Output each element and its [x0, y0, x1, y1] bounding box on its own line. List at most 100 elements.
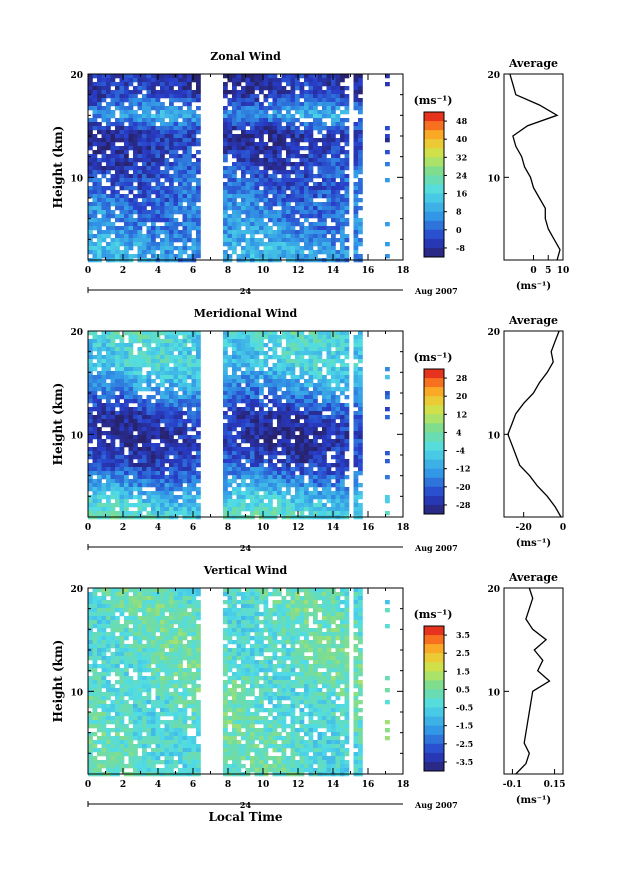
heatmap-cell — [232, 507, 237, 512]
heatmap-cell — [353, 423, 359, 428]
heatmap-cell — [241, 218, 246, 223]
heatmap-cell — [115, 435, 120, 440]
heatmap-cell — [110, 407, 116, 412]
heatmap-cell — [313, 214, 318, 219]
heatmap-cell — [169, 499, 174, 504]
heatmap-cell — [151, 371, 156, 376]
heatmap-cell — [326, 170, 332, 175]
heatmap-cell — [272, 403, 278, 408]
heatmap-cell — [259, 106, 264, 111]
heatmap-cell — [182, 166, 188, 171]
heatmap-cell — [173, 367, 179, 372]
heatmap-cell — [196, 238, 201, 243]
heatmap-cell — [142, 94, 147, 99]
heatmap-cell — [295, 202, 300, 207]
heatmap-cell — [236, 146, 242, 151]
heatmap-cell — [119, 218, 125, 223]
heatmap-cell — [232, 475, 237, 480]
heatmap-cell — [331, 359, 336, 364]
heatmap-cell — [344, 491, 350, 496]
heatmap-cell — [358, 379, 363, 384]
heatmap-cell — [173, 419, 179, 424]
heatmap-cell — [304, 403, 309, 408]
heatmap-cell — [304, 98, 309, 103]
heatmap-cell — [187, 367, 192, 372]
heatmap-cell — [304, 78, 309, 83]
heatmap-cell — [353, 74, 359, 79]
heatmap-cell — [263, 495, 269, 500]
heatmap-cell — [173, 411, 179, 416]
heatmap-cell — [263, 435, 269, 440]
heatmap-cell — [232, 242, 237, 247]
heatmap-cell — [182, 435, 188, 440]
heatmap-cell — [227, 178, 233, 183]
heatmap-cell — [331, 94, 336, 99]
heatmap-cell — [97, 138, 102, 143]
heatmap-cell — [133, 363, 138, 368]
heatmap-cell — [241, 419, 246, 424]
heatmap-cell — [340, 411, 345, 416]
heatmap-cell — [308, 98, 314, 103]
heatmap-cell — [164, 419, 170, 424]
heatmap-cell — [101, 118, 107, 123]
heatmap-cell — [97, 403, 102, 408]
heatmap-cell — [106, 391, 111, 396]
heatmap-cell — [340, 463, 345, 468]
heatmap-cell — [191, 206, 197, 211]
heatmap-cell — [223, 90, 228, 95]
heatmap-cell — [142, 178, 147, 183]
heatmap-cell — [286, 415, 291, 420]
heatmap-cell — [286, 226, 291, 231]
heatmap-cell — [223, 206, 228, 211]
heatmap-cell — [326, 507, 332, 512]
heatmap-cell — [259, 254, 264, 259]
heatmap-cell — [308, 463, 314, 468]
heatmap-cell — [245, 451, 251, 456]
heatmap-cell — [173, 471, 179, 476]
heatmap-cell — [101, 355, 107, 360]
heatmap-cell — [155, 487, 161, 492]
heatmap-cell — [340, 218, 345, 223]
heatmap-cell — [358, 347, 363, 352]
heatmap-cell — [286, 186, 291, 191]
heatmap-cell — [263, 222, 269, 227]
heatmap-cell — [286, 379, 291, 384]
heatmap-cell — [299, 347, 305, 352]
heatmap-cell — [304, 174, 309, 179]
heatmap-cell — [101, 138, 107, 143]
heatmap-cell — [146, 427, 152, 432]
heatmap-cell — [151, 186, 156, 191]
heatmap-cell — [106, 411, 111, 416]
heatmap-cell — [335, 379, 341, 384]
heatmap-cell — [281, 467, 287, 472]
heatmap-cell — [331, 178, 336, 183]
heatmap-cell — [128, 447, 134, 452]
heatmap-cell — [128, 355, 134, 360]
heatmap-cell — [223, 455, 228, 460]
heatmap-cell — [128, 178, 134, 183]
heatmap-cell — [223, 106, 228, 111]
heatmap-cell — [187, 475, 192, 480]
heatmap-cell — [241, 126, 246, 131]
heatmap-cell — [290, 479, 296, 484]
heatmap-cell — [250, 98, 255, 103]
heatmap-cell — [272, 335, 278, 340]
heatmap-cell — [124, 383, 129, 388]
heatmap-cell — [187, 114, 192, 119]
heatmap-cell — [313, 234, 318, 239]
heatmap-cell — [331, 230, 336, 235]
heatmap-cell — [110, 443, 116, 448]
heatmap-cell — [250, 234, 255, 239]
heatmap-cell — [281, 158, 287, 163]
heatmap-cell — [88, 467, 93, 472]
heatmap-cell — [191, 78, 197, 83]
heatmap-cell — [97, 463, 102, 468]
heatmap-cell — [286, 146, 291, 151]
heatmap-cell — [160, 592, 165, 597]
heatmap-cell — [263, 331, 269, 336]
heatmap-cell — [272, 142, 278, 147]
heatmap-cell — [196, 335, 201, 340]
heatmap-cell — [97, 447, 102, 452]
heatmap-cell — [155, 363, 161, 368]
heatmap-cell — [160, 186, 165, 191]
